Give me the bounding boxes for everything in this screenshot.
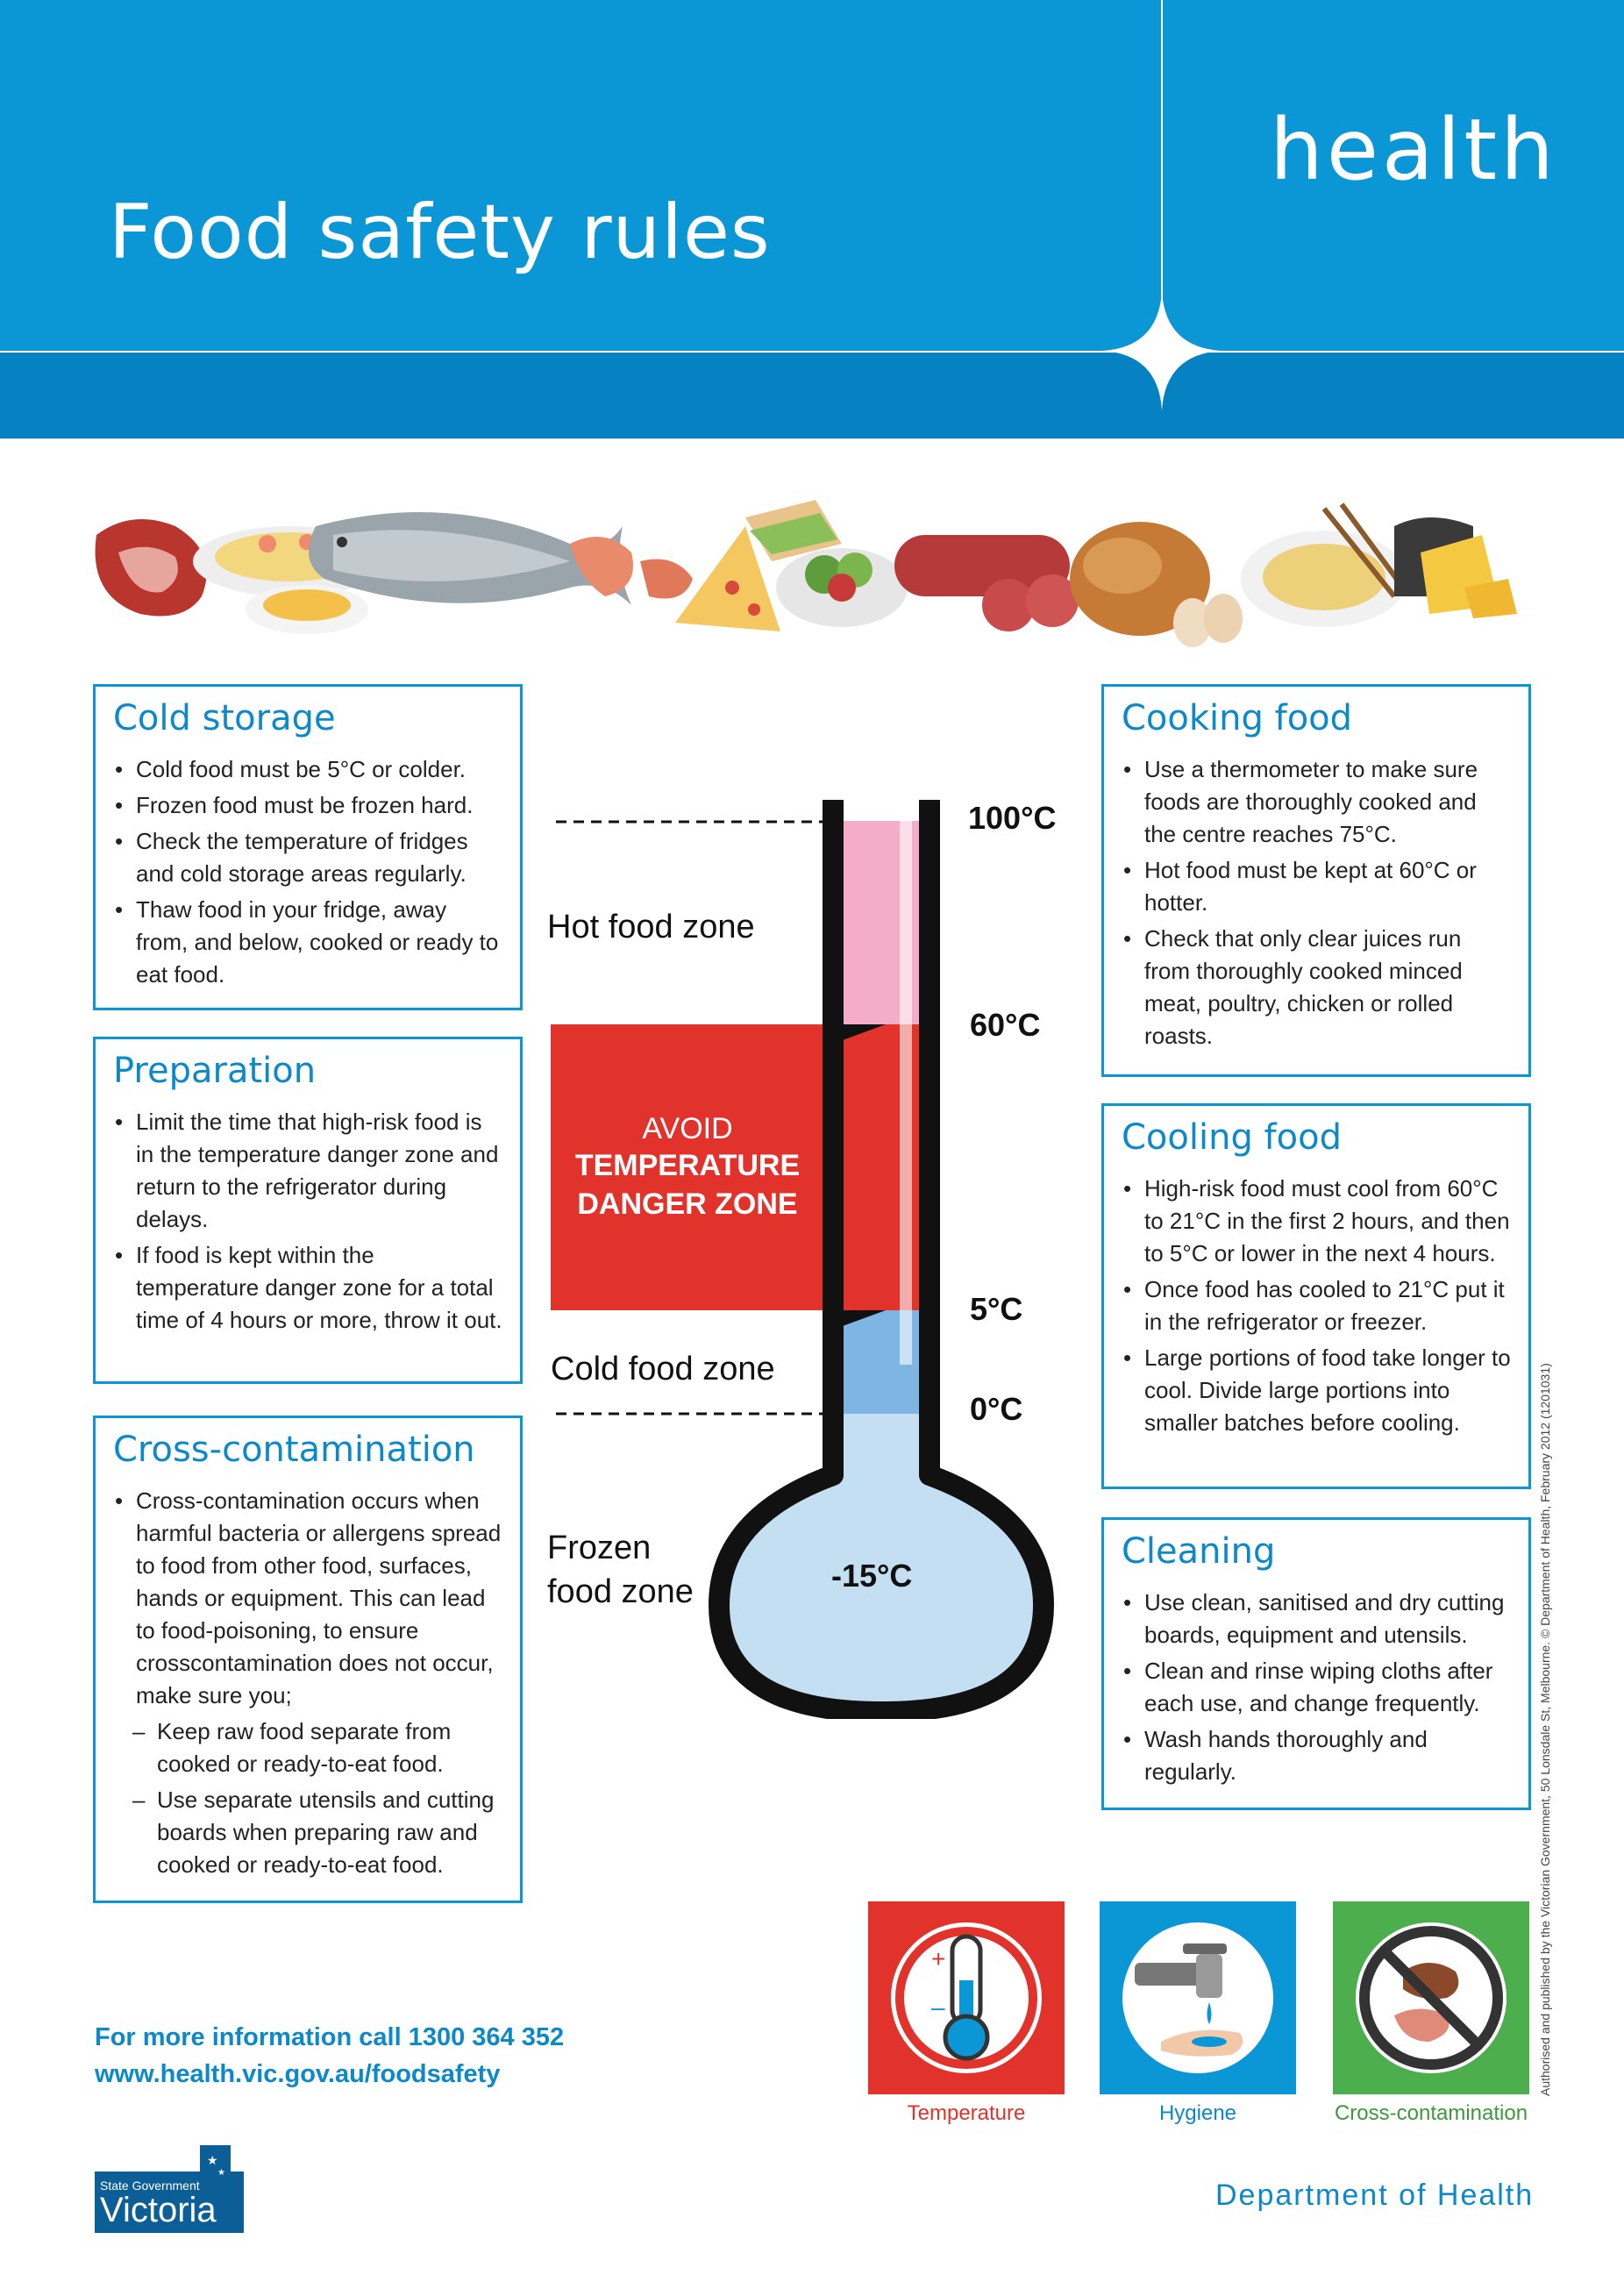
logo-main-text: Victoria <box>100 2191 217 2229</box>
list-item: Large portions of food take longer to co… <box>1122 1342 1511 1439</box>
contact-info: For more information call 1300 364 352 w… <box>95 2019 564 2093</box>
preparation-list: Limit the time that high-risk food is in… <box>113 1106 502 1337</box>
list-item: Thaw food in your fridge, away from, and… <box>113 894 502 991</box>
danger-zone-line-3: DANGER ZONE <box>577 1187 798 1221</box>
cross-contamination-box: Cross-contamination Cross-contamination … <box>93 1416 523 1903</box>
hygiene-icon <box>1122 1922 1273 2073</box>
frozen-zone-label-2: food zone <box>547 1573 694 1610</box>
cross-contamination-tile <box>1333 1901 1529 2094</box>
preparation-title: Preparation <box>113 1051 317 1091</box>
danger-zone-panel: AVOID TEMPERATURE DANGER ZONE <box>551 1024 824 1310</box>
victoria-logo: ★ ★ State Government Victoria <box>95 2145 244 2237</box>
cooling-food-box: Cooling food High-risk food must cool fr… <box>1101 1103 1531 1489</box>
brand-wordmark: health <box>1270 101 1557 199</box>
preparation-box: Preparation Limit the time that high-ris… <box>93 1037 523 1384</box>
cooling-food-list: High-risk food must cool from 60°C to 21… <box>1122 1173 1511 1439</box>
temperature-caption: Temperature <box>907 2101 1026 2125</box>
danger-zone-line-1: AVOID <box>642 1112 733 1145</box>
cooking-food-title: Cooking food <box>1122 698 1353 738</box>
cleaning-box: Cleaning Use clean, sanitised and dry cu… <box>1101 1517 1531 1810</box>
svg-text:–: – <box>931 1993 945 2021</box>
header-divider <box>0 351 1624 353</box>
cold-storage-list: Cold food must be 5°C or colder. Frozen … <box>113 753 502 991</box>
temp-minus-15: -15°C <box>831 1558 913 1594</box>
star-icon <box>1102 291 1222 410</box>
list-item: Wash hands thoroughly and regularly. <box>1122 1723 1511 1788</box>
header-vertical-divider <box>1161 0 1163 351</box>
contact-phone: For more information call 1300 364 352 <box>95 2023 565 2051</box>
hot-zone-fill <box>833 821 930 1024</box>
list-item: Check that only clear juices run from th… <box>1122 923 1511 1052</box>
list-item: Cross-contamination occurs when harmful … <box>113 1485 502 1712</box>
cooking-food-list: Use a thermometer to make sure foods are… <box>1122 753 1511 1052</box>
temperature-icon: + – <box>891 1922 1042 2073</box>
cross-contamination-icon <box>1356 1922 1506 2073</box>
list-subitem: Keep raw food separate from cooked or re… <box>113 1715 502 1780</box>
header-band <box>0 351 1624 439</box>
svg-text:+: + <box>931 1945 945 1972</box>
temperature-tile: + – <box>868 1901 1065 2094</box>
hygiene-tile <box>1100 1901 1296 2094</box>
cross-contamination-title: Cross-contamination <box>113 1430 475 1470</box>
cooking-food-box: Cooking food Use a thermometer to make s… <box>1101 684 1531 1077</box>
list-item: Cold food must be 5°C or colder. <box>113 753 502 786</box>
department-name: Department of Health <box>1215 2179 1535 2212</box>
frozen-zone-label-1: Frozen <box>547 1530 652 1566</box>
temp-60: 60°C <box>970 1007 1041 1043</box>
page-title: Food safety rules <box>109 189 771 276</box>
list-item: Use a thermometer to make sure foods are… <box>1122 753 1511 851</box>
food-illustration-strip-icon <box>95 500 1517 647</box>
thermometer-icon <box>556 800 1054 1719</box>
danger-zone-fill <box>833 1024 930 1310</box>
cold-zone-label: Cold food zone <box>551 1351 775 1387</box>
list-item: If food is kept within the temperature d… <box>113 1239 502 1337</box>
temp-5: 5°C <box>970 1291 1023 1327</box>
cold-zone-fill <box>833 1310 930 1414</box>
list-item: Once food has cooled to 21°C put it in t… <box>1122 1273 1511 1338</box>
page-header: Food safety rules health <box>0 0 1624 439</box>
list-item: Use clean, sanitised and dry cutting boa… <box>1122 1587 1511 1651</box>
authorisation-note: Authorised and published by the Victoria… <box>1538 1363 1552 2096</box>
list-item: Frozen food must be frozen hard. <box>113 789 502 822</box>
svg-text:★: ★ <box>207 2153 218 2167</box>
temp-100: 100°C <box>968 800 1057 836</box>
frozen-zone-fill <box>728 1414 1035 1701</box>
list-subitem: Use separate utensils and cutting boards… <box>113 1784 502 1881</box>
contact-website-link[interactable]: www.health.vic.gov.au/foodsafety <box>95 2060 501 2088</box>
cold-storage-box: Cold storage Cold food must be 5°C or co… <box>93 684 523 1010</box>
cooling-food-title: Cooling food <box>1122 1117 1342 1158</box>
cold-storage-title: Cold storage <box>113 698 336 738</box>
hygiene-caption: Hygiene <box>1158 2101 1237 2125</box>
svg-text:★: ★ <box>217 2168 225 2178</box>
cross-contamination-list: Cross-contamination occurs when harmful … <box>113 1485 502 1881</box>
list-item: Limit the time that high-risk food is in… <box>113 1106 502 1236</box>
danger-zone-line-2: TEMPERATURE <box>574 1149 801 1182</box>
victoria-logo-icon: ★ ★ <box>95 2145 244 2233</box>
hot-zone-label: Hot food zone <box>547 909 755 945</box>
list-item: Hot food must be kept at 60°C or hotter. <box>1122 854 1511 919</box>
list-item: Clean and rinse wiping cloths after each… <box>1122 1655 1511 1720</box>
cleaning-title: Cleaning <box>1122 1531 1276 1572</box>
cross-contamination-caption: Cross-contamination <box>1334 2101 1528 2125</box>
logo-top-text: State Government <box>100 2179 200 2193</box>
cleaning-list: Use clean, sanitised and dry cutting boa… <box>1122 1587 1511 1788</box>
list-item: Check the temperature of fridges and col… <box>113 825 502 890</box>
temp-0: 0°C <box>970 1391 1023 1427</box>
list-item: High-risk food must cool from 60°C to 21… <box>1122 1173 1511 1270</box>
